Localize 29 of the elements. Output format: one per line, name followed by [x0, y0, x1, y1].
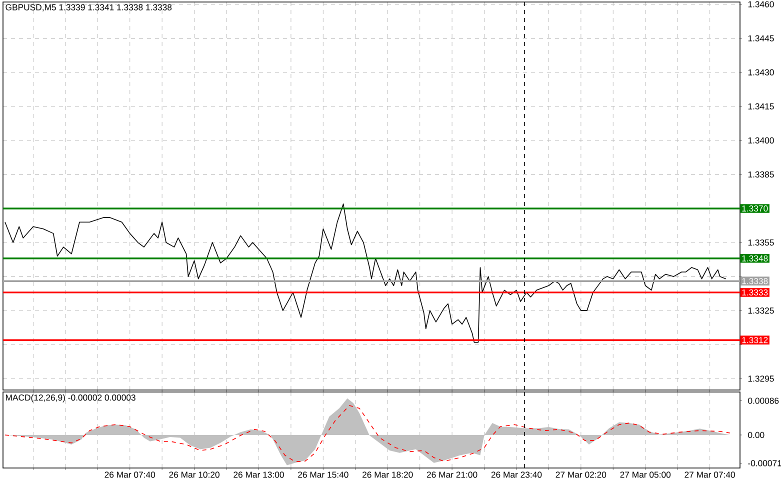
x-tick-label: 26 Mar 07:40 [104, 472, 156, 478]
x-tick-label: 27 Mar 02:20 [556, 472, 606, 478]
ref-line-label: 1.3338 [742, 278, 768, 284]
ref-line-label: 1.3348 [742, 255, 768, 262]
y-tick-label: 1.3445 [748, 35, 774, 42]
y-tick-label: 1.3295 [748, 376, 774, 382]
x-tick-label: 26 Mar 21:00 [426, 472, 478, 478]
y-tick-label: 1.3460 [748, 1, 774, 8]
x-tick-label: 26 Mar 18:20 [362, 472, 413, 478]
y-tick-label: 0.00 [748, 432, 764, 438]
x-tick-label: 26 Mar 10:20 [169, 472, 220, 478]
x-tick-label: 26 Mar 23:40 [491, 472, 542, 478]
chart-title: GBPUSD,M5 1.3339 1.3341 1.3338 1.3338 [6, 4, 172, 12]
x-tick-label: 27 Mar 05:00 [620, 472, 671, 478]
x-tick-label: 26 Mar 13:00 [234, 472, 284, 478]
y-tick-label: 0.00086 [748, 398, 779, 404]
ref-line-label: 1.3370 [742, 205, 768, 212]
x-tick-label: 26 Mar 15:40 [298, 472, 348, 478]
ref-line-label: 1.3333 [742, 289, 768, 296]
y-tick-label: 1.3325 [748, 308, 774, 314]
y-tick-label: 1.3355 [748, 239, 774, 246]
chart-title: MACD(12,26,9) -0.00002 0.00003 [6, 394, 136, 402]
y-tick-label: -0.00071 [748, 460, 781, 466]
y-tick-label: 1.3430 [748, 69, 774, 76]
y-tick-label: 1.3415 [748, 103, 774, 110]
x-tick-label: 27 Mar 07:40 [684, 472, 735, 478]
y-tick-label: 1.3385 [748, 171, 774, 178]
ref-line-label: 1.3312 [742, 337, 768, 344]
y-tick-label: 1.3400 [748, 137, 774, 144]
